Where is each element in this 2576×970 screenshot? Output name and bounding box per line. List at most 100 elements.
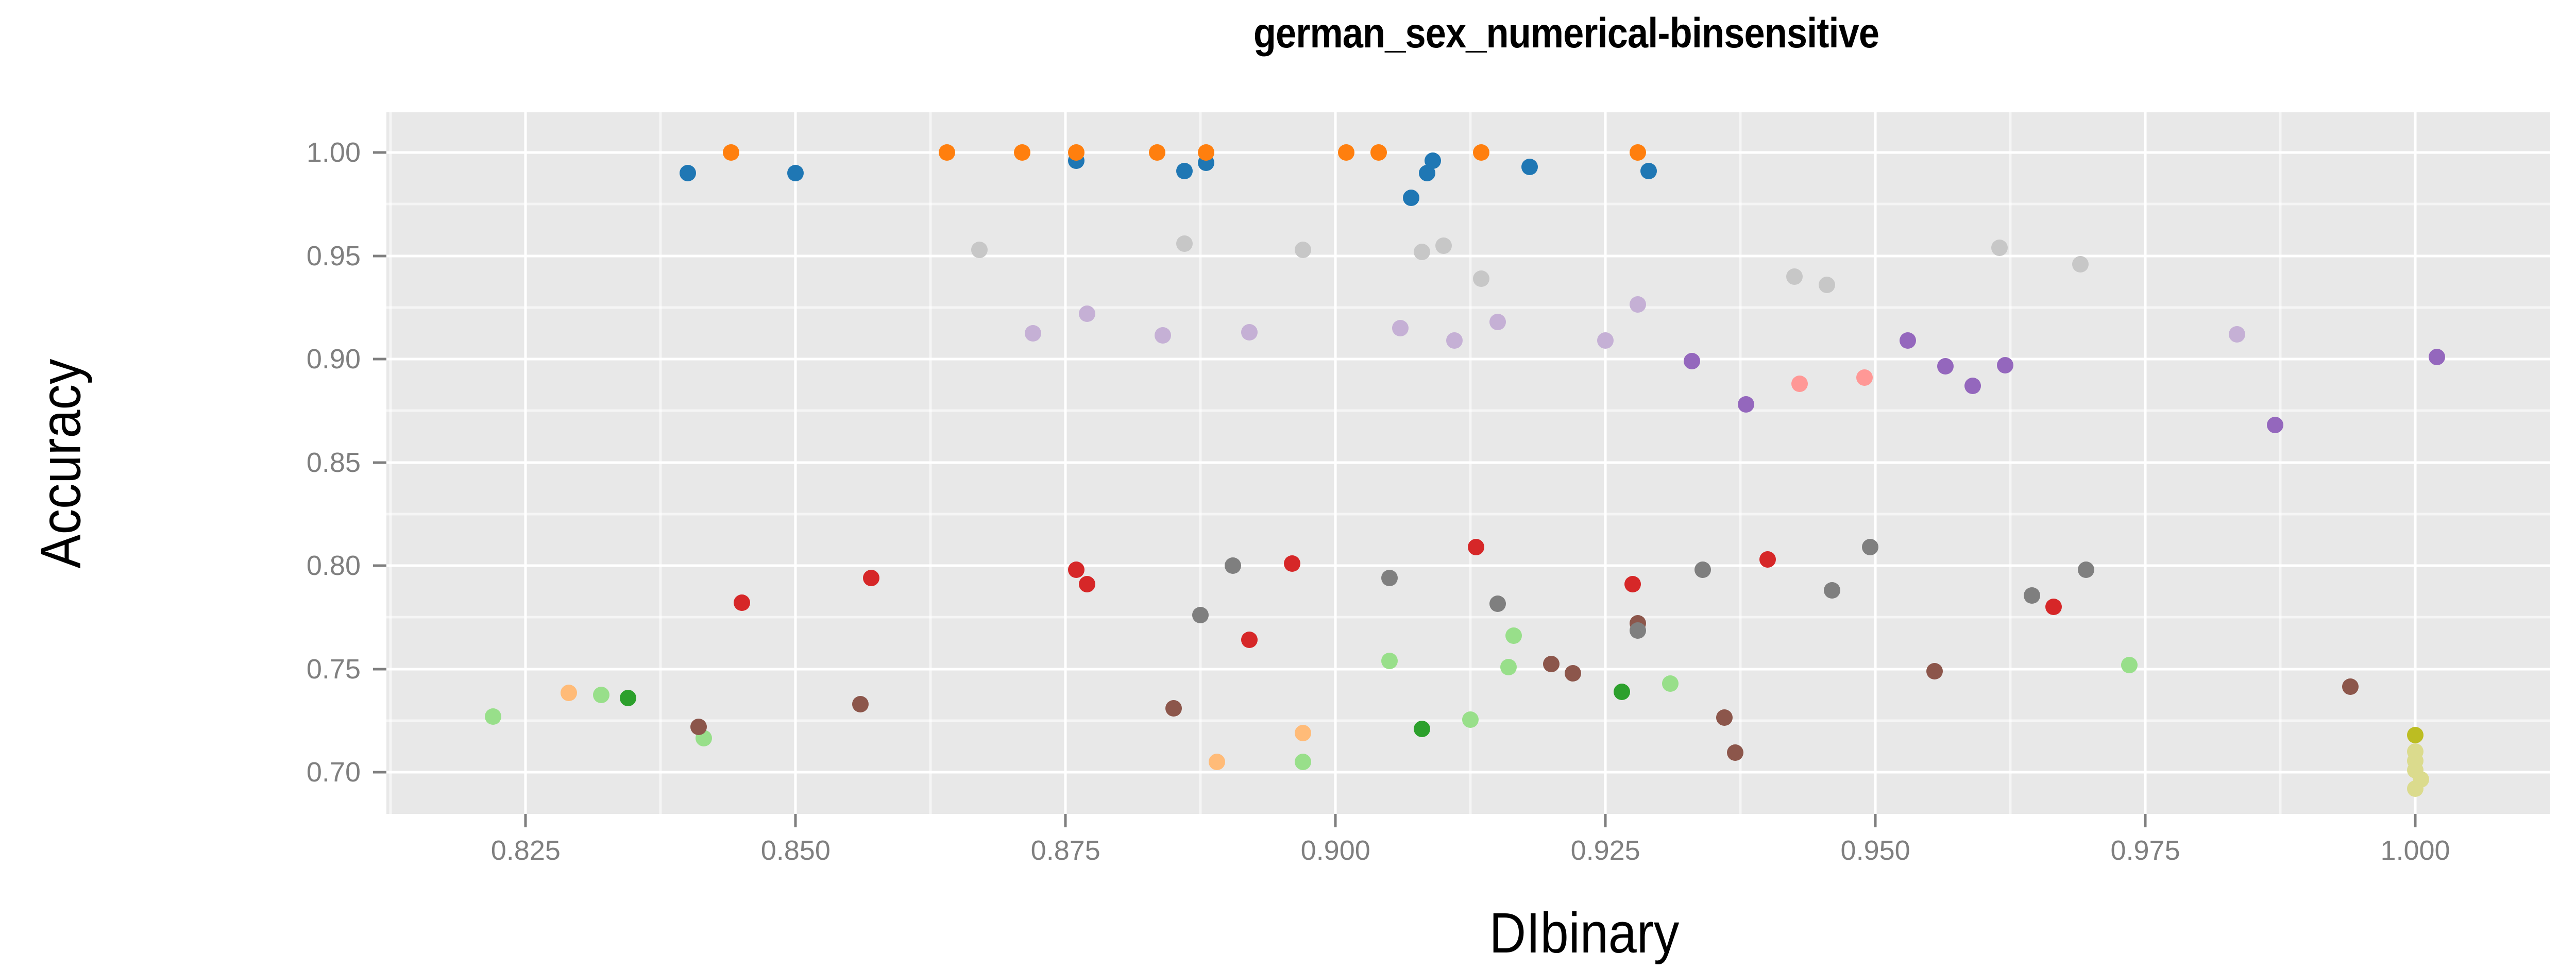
data-point-Feldman-DecisionTree [938,144,955,161]
x-tick-label: 0.975 [2110,835,2180,866]
data-point-Feldman-SVM-accuracy [2229,326,2246,343]
x-tick-mark [2144,814,2147,827]
data-point-LR [1192,607,1209,624]
data-point-Feldman-SVM [1856,369,1873,386]
x-tick-label: 1.000 [2380,835,2450,866]
y-major-gridline [386,461,2550,464]
data-point-SVM [1991,239,2008,256]
data-point-Feldman-DecisionTree [1473,144,1490,161]
data-point-Feldman-DecisionTree [1068,144,1085,161]
data-point-Feldman-LR [1241,632,1258,649]
data-point-ZafarBaseline [2407,726,2424,743]
y-minor-gridline [386,202,2550,206]
x-tick-mark [524,814,527,827]
data-point-Feldman-SVM-accuracy [1079,305,1096,322]
data-point-Feldman-SVM-DIavgall [1737,396,1754,413]
x-tick-label: 0.850 [760,835,831,866]
data-point-GaussianNB [690,718,707,735]
data-point-Feldman-GaussianNB-accuracy [1381,652,1398,669]
data-point-LR [1861,538,1878,555]
y-tick-label: 0.80 [306,550,361,582]
x-axis-label: DIbinary [1489,901,1680,965]
data-point-Feldman-SVM-accuracy [1154,327,1171,344]
data-point-Feldman-DecisionTree [1149,144,1166,161]
y-tick-mark [373,771,386,774]
data-point-GaussianNB [1165,700,1182,717]
x-tick-label: 0.825 [490,835,561,866]
y-minor-gridline [386,409,2550,412]
y-major-gridline [386,564,2550,567]
data-point-GaussianNB [1926,662,1943,679]
data-point-LR [2077,561,2094,578]
data-point-Feldman-LR [1759,551,1776,568]
data-point-GaussianNB [1543,655,1560,672]
data-point-Feldman-GaussianNB-accuracy [593,686,610,703]
y-major-gridline [386,151,2550,154]
data-point-Feldman-GaussianNB-accuracy [485,708,502,725]
data-point-GaussianNB [852,695,869,712]
data-point-SVM [971,241,988,258]
data-point-Feldman-LR [1284,555,1301,572]
data-point-Calders [787,165,804,182]
data-point-LR [1225,557,1242,574]
data-point-Feldman-LR [733,594,750,611]
data-point-Feldman-GaussianNB-accuracy [1500,658,1517,675]
data-point-Feldman-GaussianNB-DIavgall [620,689,637,706]
data-point-Feldman-DecisionTree [1014,144,1031,161]
data-point-Feldman-LR [1624,576,1641,593]
data-point-Feldman-DecisionTree [1630,144,1647,161]
data-point-SVM [1176,235,1193,252]
data-point-Calders [1176,163,1193,180]
x-tick-mark [1604,814,1607,827]
data-point-Feldman-DecisionTree [1197,144,1214,161]
y-tick-mark [373,254,386,258]
y-tick-label: 0.95 [306,240,361,271]
data-point-Feldman-SVM-DIavgall [2428,349,2445,366]
data-point-Feldman-DecisionTree [722,144,739,161]
data-point-Feldman-LR [2045,599,2062,616]
y-minor-gridline [386,306,2550,309]
data-point-Feldman-SVM-DIavgall [1683,353,1700,370]
data-point-Calders [1402,190,1419,207]
data-point-GaussianNB [1716,709,1733,726]
y-tick-mark [373,564,386,567]
y-tick-label: 1.00 [306,137,361,168]
x-tick-mark [1064,814,1067,827]
data-point-Feldman-GaussianNB [1208,753,1225,770]
data-point-GaussianNB [1726,744,1743,761]
x-tick-mark [794,814,797,827]
data-point-GaussianNB [1565,665,1582,682]
data-point-LR [1824,582,1841,599]
data-point-Feldman-SVM-accuracy [1630,296,1647,313]
x-tick-mark [1874,814,1877,827]
y-tick-label: 0.85 [306,447,361,478]
data-point-Feldman-LR [1467,538,1484,555]
data-point-SVM [1473,270,1490,287]
y-tick-mark [373,151,386,154]
y-tick-label: 0.75 [306,653,361,685]
data-point-Feldman-SVM-DIavgall [1996,357,2013,374]
data-point-GaussianNB [2342,678,2359,695]
data-point-SVM [1295,241,1312,258]
data-point-Feldman-SVM-accuracy [1241,324,1258,341]
x-tick-mark [2414,814,2417,827]
data-point-ZafarFairness [2407,780,2424,797]
data-point-Feldman-SVM [1791,376,1808,393]
data-point-Feldman-DecisionTree [1370,144,1387,161]
data-point-Feldman-GaussianNB-DIavgall [1613,683,1630,700]
data-point-Feldman-SVM-DIavgall [1899,332,1916,349]
y-axis-label: Accuracy [29,359,93,569]
chart-title: german_sex_numerical-binsensitive [1253,10,1879,57]
x-tick-label: 0.950 [1840,835,1910,866]
y-tick-mark [373,358,386,361]
data-point-LR [1381,570,1398,587]
data-point-Feldman-LR [863,570,880,587]
y-major-gridline [386,254,2550,258]
data-point-Feldman-GaussianNB-accuracy [1295,753,1312,770]
y-major-gridline [386,358,2550,361]
data-point-Calders [1521,159,1538,176]
y-minor-gridline [386,513,2550,516]
data-point-Feldman-GaussianNB-accuracy [1462,711,1479,728]
data-point-Calders [1640,163,1657,180]
